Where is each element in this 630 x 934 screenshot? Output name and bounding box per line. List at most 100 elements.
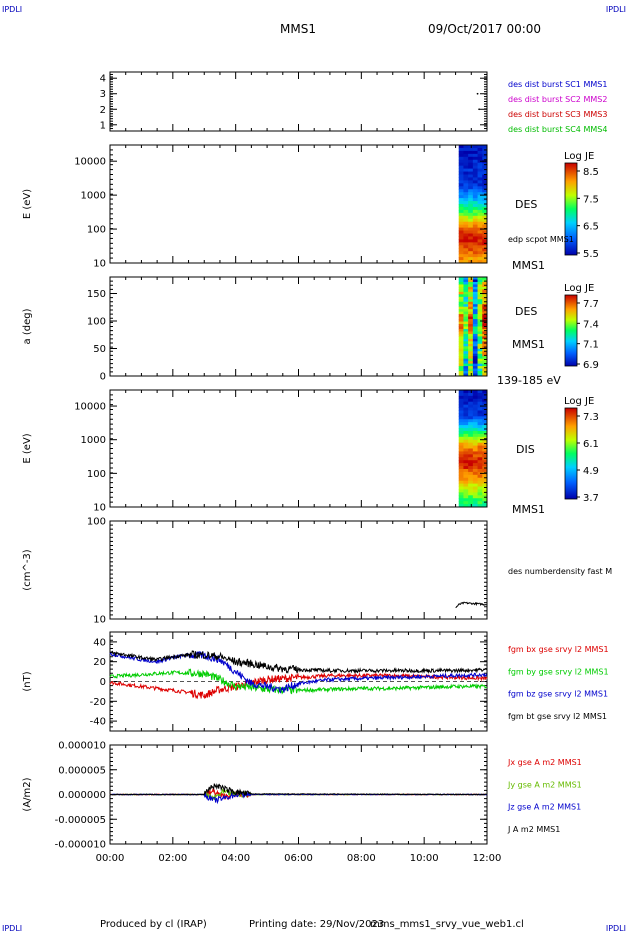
heatmap-cell xyxy=(458,183,464,187)
heatmap-cell xyxy=(463,504,469,508)
heatmap-cell xyxy=(477,401,483,406)
heatmap-cell xyxy=(477,442,483,447)
heatmap-cell xyxy=(458,309,464,313)
heatmap-cell xyxy=(477,498,483,502)
burst-availability-panel xyxy=(109,71,488,132)
heatmap-cell xyxy=(468,398,474,403)
heatmap-cell xyxy=(472,201,479,205)
stacked-plots: 1 2 3 4 des dist burst SC1 MMS1 des dist burs… xyxy=(22,71,612,864)
heatmap-cell xyxy=(477,171,483,175)
heatmap-cell xyxy=(468,204,474,208)
heatmap-cell xyxy=(458,192,464,196)
heatmap-cell xyxy=(468,159,474,164)
heatmap-cell xyxy=(482,198,488,202)
y-tick-label: 1000 xyxy=(81,191,106,202)
heatmap-cell xyxy=(472,245,479,249)
colorbar-tick-label: 6.9 xyxy=(583,360,599,371)
heatmap-cell xyxy=(472,419,479,423)
heatmap-cell xyxy=(463,371,469,375)
heatmap-cell xyxy=(458,504,464,508)
heatmap-cell xyxy=(482,311,488,315)
heatmap-cell xyxy=(468,346,474,350)
heatmap-cell xyxy=(463,301,469,305)
heatmap-cell xyxy=(458,251,464,255)
heatmap-cell xyxy=(477,316,483,320)
heatmap-cell xyxy=(482,336,488,340)
heatmap-cell xyxy=(468,410,474,414)
heatmap-cell xyxy=(458,221,464,226)
heatmap-cell xyxy=(472,430,479,435)
heatmap-cell xyxy=(477,492,483,496)
heatmap-cell xyxy=(472,498,479,502)
heatmap-cell xyxy=(468,336,474,340)
heatmap-cell xyxy=(477,162,483,167)
heatmap-cell xyxy=(472,463,479,467)
heatmap-cell xyxy=(477,504,483,508)
heatmap-cell xyxy=(477,177,483,181)
heatmap-cell xyxy=(468,168,474,173)
side-label: MMS1 xyxy=(512,259,545,272)
heatmap-cell xyxy=(468,466,474,470)
heatmap-cell xyxy=(482,204,488,208)
heatmap-cell xyxy=(458,436,464,441)
heatmap-cell xyxy=(458,168,464,173)
heatmap-cell xyxy=(458,416,464,420)
heatmap-cell xyxy=(472,177,479,181)
heatmap-cell xyxy=(463,309,469,313)
heatmap-cell xyxy=(458,348,464,352)
heatmap-cell xyxy=(477,314,483,318)
heatmap-cell xyxy=(482,489,488,493)
heatmap-cell xyxy=(482,454,488,458)
heatmap-cell xyxy=(477,150,483,155)
heatmap-cell xyxy=(482,180,488,184)
heatmap-cell xyxy=(458,341,464,345)
corner-tag: IPDLI xyxy=(605,5,626,14)
heatmap-cell xyxy=(458,489,464,493)
heatmap-cell xyxy=(463,489,469,493)
y-tick-label: 10 xyxy=(93,259,106,270)
heatmap-cell xyxy=(463,174,469,178)
heatmap-cell xyxy=(472,401,479,406)
heatmap-cell xyxy=(477,183,483,187)
heatmap-cell xyxy=(468,301,474,305)
heatmap-cell xyxy=(477,486,483,490)
heatmap-cell xyxy=(458,209,464,214)
heatmap-cell xyxy=(458,150,464,155)
heatmap-cell xyxy=(468,430,474,435)
heatmap-cell xyxy=(463,215,469,220)
heatmap-cell xyxy=(477,468,483,473)
y-axis-label: (A/m2) xyxy=(22,777,33,811)
colorbar-tick-label: 8.5 xyxy=(583,167,599,178)
heatmap-cell xyxy=(472,483,479,488)
heatmap-cell xyxy=(458,291,464,295)
heatmap-cell xyxy=(458,177,464,181)
heatmap-cell xyxy=(458,186,464,190)
heatmap-cell xyxy=(463,227,469,232)
heatmap-cell xyxy=(468,343,474,347)
heatmap-cell xyxy=(472,206,479,211)
heatmap-cell xyxy=(463,209,469,214)
heatmap-cell xyxy=(458,433,464,438)
heatmap-cell xyxy=(472,433,479,438)
heatmap-cell xyxy=(468,416,474,420)
heatmap-cell xyxy=(458,351,464,355)
heatmap-cell xyxy=(458,468,464,473)
heatmap-cell xyxy=(458,480,464,485)
heatmap-cell xyxy=(458,299,464,303)
heatmap-cell xyxy=(463,245,469,249)
heatmap-cell xyxy=(482,373,488,377)
heatmap-cell xyxy=(458,346,464,350)
y-tick-label: 1000 xyxy=(81,435,106,446)
heatmap-cell xyxy=(463,183,469,187)
heatmap-cell xyxy=(472,445,479,449)
heatmap-cell xyxy=(482,419,488,423)
heatmap-cell xyxy=(477,242,483,246)
heatmap-cell xyxy=(477,460,483,464)
producer-note: Produced by cl (IRAP) xyxy=(100,919,207,930)
heatmap-cell xyxy=(463,299,469,303)
heatmap-cell xyxy=(468,419,474,423)
heatmap-cell xyxy=(472,468,479,473)
heatmap-cell xyxy=(472,224,479,229)
heatmap-cell xyxy=(458,463,464,467)
heatmap-cell xyxy=(458,451,464,455)
